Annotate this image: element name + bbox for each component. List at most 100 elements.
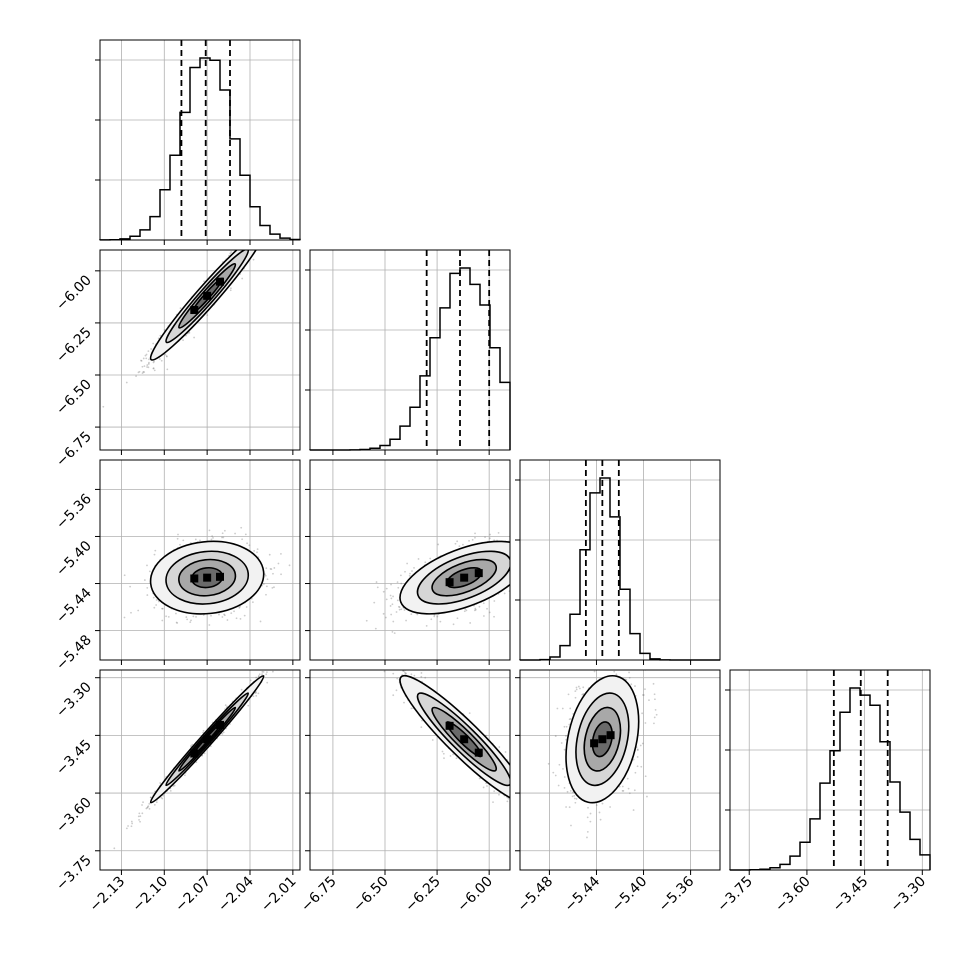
- sample-point: [391, 603, 394, 606]
- x-tick-label: −3.30: [887, 874, 929, 916]
- sample-point: [130, 611, 132, 614]
- sample-point: [143, 365, 146, 368]
- sample-point: [167, 616, 170, 618]
- sample-point: [255, 247, 257, 249]
- sample-point: [137, 371, 140, 374]
- sample-point: [518, 544, 520, 546]
- sample-point: [406, 562, 409, 565]
- sample-point: [515, 576, 517, 578]
- sample-point: [140, 359, 142, 362]
- sample-point: [155, 599, 158, 601]
- sample-point: [259, 226, 261, 228]
- sample-point: [140, 360, 143, 362]
- sample-point: [238, 606, 241, 609]
- sample-point: [456, 540, 459, 543]
- sample-point: [264, 573, 266, 576]
- sample-point: [267, 223, 269, 225]
- sample-point: [149, 796, 152, 799]
- sample-point: [164, 353, 167, 356]
- sample-point: [483, 615, 485, 617]
- sample-point: [165, 615, 168, 618]
- sample-point: [262, 671, 265, 673]
- sample-point: [489, 533, 491, 536]
- sample-point: [463, 610, 466, 613]
- sample-point: [382, 612, 385, 615]
- sample-point: [138, 370, 141, 373]
- sample-point: [193, 336, 196, 339]
- y-tick-label: −6.75: [53, 429, 95, 471]
- sample-point: [145, 807, 148, 810]
- sample-point: [514, 560, 516, 562]
- sample-point: [439, 620, 442, 623]
- sample-point: [152, 596, 155, 599]
- panel-frame: [99, 39, 301, 241]
- sample-point: [241, 538, 244, 541]
- sample-point: [516, 575, 518, 577]
- sample-point: [199, 539, 201, 542]
- sample-point: [425, 624, 428, 627]
- sample-point: [143, 371, 146, 373]
- sample-point: [513, 558, 515, 560]
- sample-point: [266, 228, 268, 230]
- sample-point: [142, 357, 145, 360]
- sample-point: [264, 236, 266, 238]
- sample-point: [221, 532, 224, 535]
- sample-point: [190, 619, 192, 622]
- sample-point: [400, 608, 403, 611]
- sample-point: [146, 594, 149, 596]
- sample-point: [482, 602, 485, 605]
- sample-point: [243, 244, 245, 246]
- sample-point: [247, 241, 249, 243]
- sample-point: [250, 245, 252, 247]
- sample-point: [229, 252, 232, 255]
- sample-point: [141, 804, 143, 806]
- sample-point: [189, 621, 192, 624]
- sample-point: [159, 334, 162, 337]
- sample-point: [176, 537, 179, 540]
- sample-point: [255, 248, 257, 250]
- sample-point: [146, 564, 148, 567]
- sample-point: [516, 585, 518, 587]
- sample-point: [263, 232, 265, 234]
- density-peak-cell: [474, 569, 483, 578]
- sample-point: [138, 818, 140, 821]
- sample-point: [395, 611, 398, 613]
- sample-point: [195, 615, 197, 618]
- scatter-panel-2-0: −5.48−5.44−5.40−5.36: [53, 459, 301, 674]
- sample-point: [185, 616, 188, 618]
- sample-point: [503, 592, 506, 595]
- sample-point: [233, 610, 235, 613]
- y-tick-label: −6.50: [53, 377, 95, 419]
- sample-point: [234, 532, 236, 535]
- sample-point: [400, 582, 403, 585]
- density-peak-cell: [216, 572, 224, 581]
- sample-point: [469, 622, 472, 624]
- sample-point: [257, 675, 260, 678]
- scatter-panel-2-1: [305, 459, 541, 665]
- sample-point: [166, 368, 169, 371]
- sample-point: [263, 228, 265, 230]
- sample-point: [147, 350, 150, 353]
- sample-point: [240, 526, 243, 529]
- sample-point: [471, 538, 474, 541]
- sample-point: [493, 600, 496, 602]
- sample-point: [396, 581, 399, 584]
- sample-point: [256, 548, 259, 551]
- sample-point: [527, 542, 529, 544]
- sample-point: [182, 539, 185, 542]
- sample-point: [284, 200, 286, 202]
- sample-point: [270, 568, 273, 571]
- sample-point: [271, 586, 274, 589]
- sample-point: [141, 812, 144, 815]
- sample-point: [179, 307, 182, 309]
- sample-point: [191, 743, 194, 746]
- sample-point: [146, 364, 149, 366]
- sample-point: [241, 246, 243, 248]
- sample-point: [161, 607, 163, 610]
- panel-frame: [519, 459, 721, 661]
- sample-point: [123, 616, 126, 619]
- sample-point: [539, 560, 541, 562]
- sample-point: [230, 251, 233, 253]
- sample-point: [252, 247, 254, 249]
